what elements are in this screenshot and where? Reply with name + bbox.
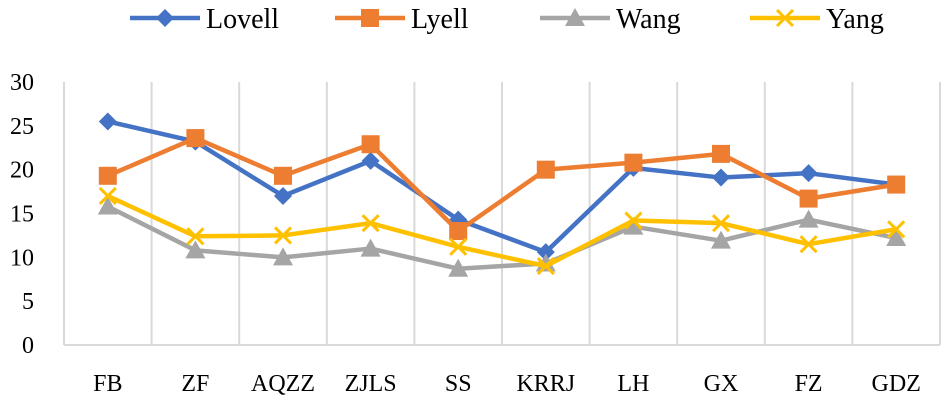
y-axis-ticks: 0 5 10 15 20 25 30 <box>10 70 34 359</box>
series-yang <box>98 186 906 276</box>
data-point-lyell <box>449 222 468 241</box>
data-point-lovell <box>274 186 292 205</box>
data-point-yang <box>711 214 731 233</box>
data-point-lyell <box>799 189 818 208</box>
grid-lines <box>150 82 941 345</box>
data-point-wang <box>97 196 118 215</box>
legend-marker-wang <box>565 8 585 26</box>
legend: Lovell Lyell Wang Yang <box>130 4 884 35</box>
legend-label-yang: Yang <box>826 4 884 35</box>
axes <box>63 82 940 346</box>
legend-item-lovell: Lovell <box>130 4 279 35</box>
legend-item-yang: Yang <box>750 4 884 35</box>
data-point-yang <box>536 257 555 276</box>
x-tick-label: AQZZ <box>251 371 315 397</box>
data-point-yang <box>186 227 205 246</box>
x-tick-label: KRRJ <box>516 371 575 397</box>
y-tick-label: 0 <box>22 333 34 359</box>
data-point-lyell <box>98 166 117 185</box>
data-point-lyell <box>274 166 292 185</box>
series-line-lyell <box>106 135 897 234</box>
data-point-wang <box>448 258 469 277</box>
legend-label-wang: Wang <box>616 4 681 35</box>
x-tick-label: GX <box>704 371 739 397</box>
series-group <box>97 112 907 277</box>
x-tick-label: FB <box>93 371 122 397</box>
data-point-lyell <box>887 175 906 194</box>
y-tick-label: 5 <box>22 289 34 315</box>
data-point-lovell <box>98 112 117 131</box>
data-point-yang <box>624 211 643 230</box>
data-point-lovell <box>361 151 380 170</box>
y-tick-label: 25 <box>10 114 34 140</box>
data-point-lyell <box>624 153 643 172</box>
legend-label-lyell: Lyell <box>411 4 469 35</box>
x-tick-label: ZJLS <box>345 371 397 397</box>
data-point-lyell <box>186 129 205 148</box>
data-point-lyell <box>361 135 380 154</box>
y-tick-label: 10 <box>10 245 34 271</box>
data-point-yang <box>98 186 117 206</box>
data-point-yang <box>449 237 468 256</box>
series-wang <box>97 196 907 277</box>
data-point-wang <box>886 228 907 247</box>
legend-marker-lovell <box>156 9 174 27</box>
legend-marker-yang <box>775 8 795 28</box>
y-tick-label: 15 <box>10 202 34 228</box>
x-tick-label: LH <box>617 371 649 397</box>
data-point-wang <box>185 240 206 259</box>
legend-label-lovell: Lovell <box>206 4 279 35</box>
y-tick-label: 30 <box>10 70 34 96</box>
data-point-lovell <box>799 164 818 183</box>
data-point-lyell <box>536 160 555 179</box>
y-tick-label: 20 <box>10 158 34 184</box>
data-point-yang <box>273 226 293 245</box>
x-tick-label: SS <box>445 371 472 397</box>
data-point-yang <box>799 235 818 254</box>
data-point-wang <box>273 247 293 266</box>
x-tick-label: ZF <box>181 371 209 397</box>
data-point-lyell <box>712 144 730 163</box>
x-tick-label: GDZ <box>872 371 921 397</box>
data-point-wang <box>711 230 731 249</box>
legend-marker-lyell <box>361 9 379 27</box>
x-axis-ticks: FB ZF AQZZ ZJLS SS KRRJ LH GX FZ GDZ <box>93 371 921 397</box>
data-point-yang <box>887 220 906 239</box>
series-line-wang <box>106 204 897 271</box>
series-line-yang <box>106 193 897 269</box>
data-point-lovell <box>536 243 555 262</box>
data-point-wang <box>798 209 819 228</box>
data-point-yang <box>361 214 380 233</box>
data-point-wang <box>360 238 381 257</box>
data-point-wang <box>623 216 644 235</box>
x-tick-label: FZ <box>795 371 823 397</box>
legend-item-wang: Wang <box>540 4 681 35</box>
data-point-lovell <box>712 168 730 187</box>
legend-item-lyell: Lyell <box>335 4 469 35</box>
series-lyell <box>98 129 906 241</box>
